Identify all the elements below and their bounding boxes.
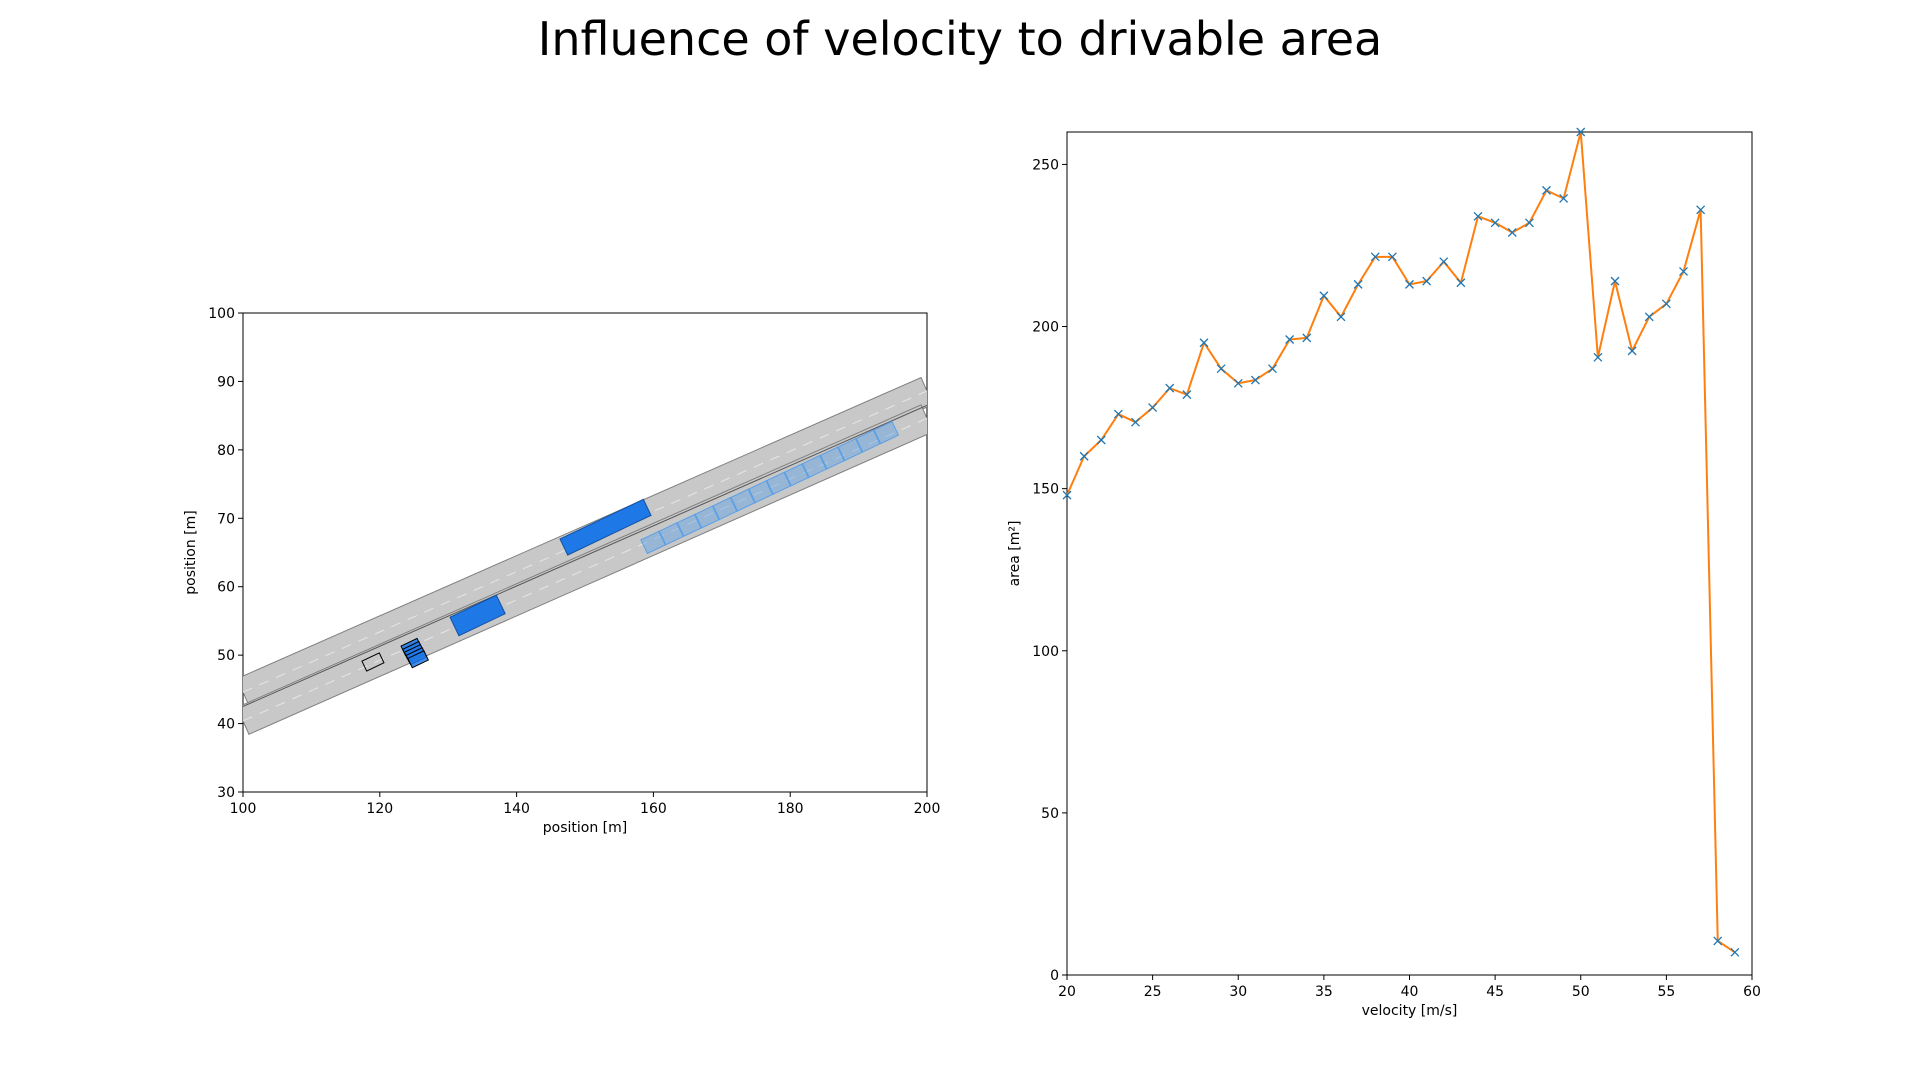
reachable-set-polygon	[407, 650, 430, 669]
data-point-marker	[1542, 185, 1551, 195]
x-tick-label: 25	[1144, 984, 1162, 1000]
obstacle-prediction	[837, 437, 864, 462]
obstacle-prediction	[711, 496, 739, 521]
y-tick-label: 30	[217, 785, 235, 801]
data-point-marker	[1524, 218, 1534, 228]
data-point-marker	[1062, 490, 1072, 500]
obstacle-prediction	[693, 505, 721, 529]
x-tick-label: 100	[230, 801, 257, 817]
y-axis-label: position [m]	[183, 510, 199, 594]
y-tick-label: 250	[1032, 157, 1059, 173]
obstacle-near	[449, 594, 506, 637]
data-point-marker	[1627, 346, 1637, 356]
data-point-marker	[1456, 278, 1466, 288]
data-point-marker	[1422, 276, 1432, 286]
data-point-marker	[1370, 252, 1380, 262]
data-point-marker	[1233, 378, 1243, 388]
data-point-marker	[1473, 211, 1483, 221]
data-point-marker	[1730, 947, 1740, 957]
y-tick-label: 50	[1041, 806, 1059, 822]
data-point-marker	[1439, 257, 1449, 267]
x-tick-label: 160	[640, 801, 667, 817]
data-point-marker	[1302, 333, 1312, 343]
data-point-marker	[1405, 279, 1414, 289]
data-point-marker	[1336, 312, 1346, 322]
x-tick-label: 50	[1572, 984, 1590, 1000]
data-point-marker	[1679, 266, 1688, 276]
data-point-marker	[1199, 338, 1209, 348]
x-tick-label: 200	[914, 801, 941, 817]
obstacle-prediction	[729, 488, 757, 513]
obstacle-prediction	[676, 513, 703, 538]
y-tick-label: 100	[208, 306, 235, 322]
obstacle-prediction	[801, 454, 828, 479]
obstacle-prediction	[872, 420, 900, 445]
x-tick-label: 180	[777, 801, 804, 817]
data-point-marker	[1182, 390, 1192, 400]
y-tick-label: 60	[217, 580, 235, 596]
data-point-marker	[1644, 312, 1654, 322]
x-tick-label: 55	[1657, 984, 1675, 1000]
data-point-marker	[1661, 299, 1671, 309]
area-velocity-plot: 20 25 30 35 40 45 50 55 60 0 50 100 150 200 250 velocit…	[1007, 127, 1761, 1019]
y-tick-label: 100	[1032, 644, 1059, 660]
obstacle-prediction	[747, 479, 774, 504]
data-point-marker	[1319, 291, 1329, 301]
data-point-marker	[1165, 383, 1175, 393]
y-tick-label: 40	[217, 717, 235, 733]
data-point-marker	[1148, 403, 1158, 413]
x-tick-label: 40	[1401, 984, 1419, 1000]
data-point-marker	[1079, 451, 1089, 461]
data-point-marker	[1507, 228, 1517, 237]
obstacle-prediction	[819, 446, 846, 470]
axes-frame	[242, 312, 928, 793]
obstacle-far	[559, 498, 652, 556]
ego-vehicle	[361, 652, 385, 672]
y-tick-label: 200	[1032, 320, 1059, 336]
x-tick-label: 35	[1315, 984, 1333, 1000]
x-axis-label: position [m]	[543, 820, 627, 836]
data-point-marker	[1387, 252, 1397, 262]
x-tick-label: 30	[1229, 984, 1247, 1000]
obstacle-prediction	[765, 471, 792, 496]
obstacle-prediction	[658, 521, 685, 546]
obstacle-prediction	[783, 462, 810, 487]
obstacle-prediction	[854, 429, 882, 454]
y-tick-label: 50	[217, 648, 235, 664]
data-point-marker	[1559, 194, 1569, 203]
scenario-content	[243, 376, 927, 735]
area-series-line	[1066, 131, 1736, 954]
x-tick-label: 120	[366, 801, 393, 817]
y-tick-label: 90	[217, 374, 235, 390]
y-tick-label: 70	[217, 511, 235, 527]
data-point-marker	[1096, 435, 1106, 445]
data-point-marker	[1216, 364, 1226, 374]
data-point-marker	[1113, 409, 1123, 419]
y-tick-label: 150	[1032, 482, 1059, 498]
obstacle-prediction	[640, 530, 667, 555]
x-tick-label: 20	[1058, 984, 1076, 1000]
axes-frame	[1066, 131, 1753, 976]
scenario-plot: 100 120 140 160 180 200 30 40 50 60 70 80 90 100 posit…	[183, 306, 941, 836]
y-tick-label: 0	[1050, 968, 1059, 984]
y-tick-label: 80	[217, 443, 235, 459]
x-tick-label: 60	[1743, 984, 1761, 1000]
x-tick-label: 45	[1486, 984, 1504, 1000]
data-point-marker	[1713, 936, 1723, 946]
y-axis-label: area [m²]	[1007, 521, 1023, 587]
data-point-marker	[1696, 205, 1706, 215]
data-point-marker	[1490, 218, 1500, 228]
data-point-marker	[1131, 417, 1140, 427]
data-point-marker	[1610, 276, 1620, 286]
lane-divider	[243, 404, 927, 707]
data-point-marker	[1268, 364, 1277, 374]
data-point-marker	[1576, 127, 1586, 137]
x-axis-label: velocity [m/s]	[1362, 1003, 1458, 1019]
data-point-marker	[1593, 352, 1603, 362]
data-point-marker	[1353, 279, 1363, 289]
data-point-marker	[1285, 335, 1295, 344]
x-tick-label: 140	[503, 801, 530, 817]
data-point-marker	[1250, 375, 1260, 385]
figure-title: Influence of velocity to drivable area	[537, 12, 1383, 66]
